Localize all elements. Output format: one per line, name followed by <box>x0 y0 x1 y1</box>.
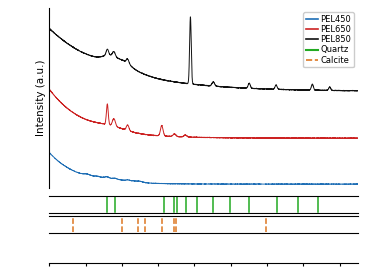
Y-axis label: Intensity (a.u.): Intensity (a.u.) <box>36 59 46 136</box>
Legend: PEL450, PEL650, PEL850, Quartz, Calcite: PEL450, PEL650, PEL850, Quartz, Calcite <box>303 12 354 67</box>
